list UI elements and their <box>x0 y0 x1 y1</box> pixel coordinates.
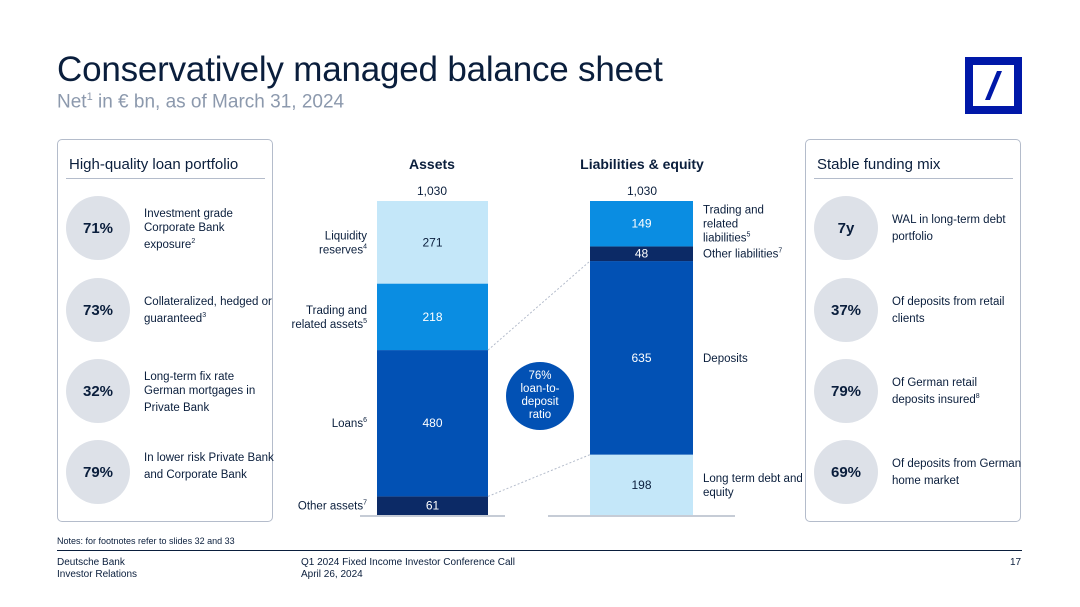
kpi-label: WAL in long-term debt portfolio <box>892 214 1006 243</box>
kpi-footnote: 3 <box>202 312 207 319</box>
kpi-text: WAL in long-term debt portfolio <box>892 213 1022 244</box>
liabilities-segment-value: 198 <box>631 478 651 492</box>
assets-segment-value: 61 <box>426 499 440 513</box>
assets-segment-label: Liquidity reserves4 <box>319 230 367 256</box>
loan-to-deposit-bubble <box>506 362 574 430</box>
page-number: 17 <box>1010 557 1022 568</box>
assets-segment-label: Loans6 <box>332 417 367 430</box>
kpi-value: 69% <box>814 440 878 504</box>
liabilities-segment-label: Long term debt and equity <box>703 473 803 499</box>
assets-bar-segment <box>377 201 488 284</box>
kpi-label: Of deposits from retail clients <box>892 296 1005 325</box>
kpi-item: 32% Long-term fix rate German mortgages … <box>66 359 266 425</box>
loan-to-deposit-label: 76% loan-to-deposit ratio <box>521 370 560 421</box>
kpi-text: Of German retail deposits insured8 <box>892 376 1022 407</box>
subtitle-net: Net <box>57 91 87 113</box>
loan-portfolio-title: High-quality loan portfolio <box>69 156 239 173</box>
assets-segment-value: 218 <box>422 310 442 324</box>
kpi-value: 71% <box>66 196 130 260</box>
kpi-item: 69% Of deposits from German home market <box>814 440 1021 506</box>
liabilities-bar-segment <box>590 246 693 262</box>
assets-segment-label: Trading and related assets5 <box>291 305 367 331</box>
kpi-label: Of German retail deposits insured <box>892 377 977 406</box>
kpi-text: Long-term fix rate German mortgages in P… <box>144 370 274 415</box>
subtitle-unit-date: in € bn, as of March 31, 2024 <box>92 91 345 113</box>
kpi-footnote: 8 <box>975 393 980 400</box>
connector-line-bottom <box>487 454 591 497</box>
page-title: Conservatively managed balance sheet <box>57 50 663 89</box>
panel-divider <box>814 178 1013 179</box>
liabilities-bar-segment <box>590 261 693 455</box>
page-subtitle: Net1 in € bn, as of March 31, 2024 <box>57 91 344 113</box>
kpi-item: 79% In lower risk Private Bank and Corpo… <box>66 440 274 506</box>
kpi-item: 37% Of deposits from retail clients <box>814 278 1014 344</box>
liabilities-segment-label: Trading and related liabilities5 <box>703 205 764 245</box>
kpi-footnote: 2 <box>191 238 196 245</box>
assets-bar-segment <box>377 283 488 351</box>
liabilities-segment-value: 149 <box>631 217 651 231</box>
loan-portfolio-panel: High-quality loan portfolio 71% Investme… <box>57 139 274 522</box>
kpi-text: Of deposits from German home market <box>892 457 1022 488</box>
connector-line-top <box>487 260 591 351</box>
kpi-value: 37% <box>814 278 878 342</box>
liabilities-total-label: 1,030 <box>627 184 657 198</box>
liabilities-bar-segment <box>590 201 693 247</box>
kpi-label: Long-term fix rate German mortgages in P… <box>144 371 256 414</box>
kpi-label: Of deposits from German home market <box>892 458 1022 487</box>
assets-bar-segment <box>377 350 488 497</box>
footer-department: Investor Relations <box>57 569 138 580</box>
liabilities-segment-label: Other liabilities7 <box>703 248 782 261</box>
footer-date: April 26, 2024 <box>301 569 363 580</box>
kpi-item: 79% Of German retail deposits insured8 <box>814 359 1014 425</box>
footer-company-name: Deutsche Bank <box>57 557 125 568</box>
subtitle-footnote: 1 <box>86 91 93 103</box>
assets-bar-title: Assets <box>409 156 455 172</box>
kpi-value: 32% <box>66 359 130 423</box>
kpi-text: Investment grade Corporate Bank exposure… <box>144 207 274 252</box>
kpi-label: Investment grade Corporate Bank exposure <box>144 208 233 251</box>
liabilities-bar-title: Liabilities & equity <box>580 156 704 172</box>
kpi-item: 71% Investment grade Corporate Bank expo… <box>66 196 266 262</box>
notes: Notes: for footnotes refer to slides 32 … <box>57 536 235 546</box>
kpi-item: 73% Collateralized, hedged or guaranteed… <box>66 278 272 344</box>
kpi-value: 7y <box>814 196 878 260</box>
deutsche-bank-logo <box>965 57 1022 114</box>
liabilities-bar-segment <box>590 454 693 515</box>
kpi-text: In lower risk Private Bank and Corporate… <box>144 451 274 482</box>
assets-segment-value: 480 <box>422 416 442 430</box>
footer-divider <box>57 550 1022 551</box>
kpi-text: Of deposits from retail clients <box>892 295 1022 326</box>
liabilities-segment-value: 635 <box>631 351 651 365</box>
assets-bar-segment <box>377 496 488 515</box>
kpi-label: Collateralized, hedged or guaranteed <box>144 296 272 325</box>
funding-mix-title: Stable funding mix <box>817 156 941 173</box>
assets-segment-label: Other assets7 <box>298 500 367 513</box>
assets-total-label: 1,030 <box>417 184 447 198</box>
logo-slash-icon <box>965 57 1022 114</box>
footer-event: Q1 2024 Fixed Income Investor Conference… <box>301 557 515 581</box>
kpi-value: 79% <box>66 440 130 504</box>
liabilities-segment-label: Deposits <box>703 353 748 365</box>
assets-segment-value: 271 <box>422 235 442 249</box>
kpi-text: Collateralized, hedged or guaranteed3 <box>144 295 274 326</box>
footer-event-name: Q1 2024 Fixed Income Investor Conference… <box>301 557 515 568</box>
funding-mix-panel: Stable funding mix 7y WAL in long-term d… <box>805 139 1021 522</box>
kpi-item: 7y WAL in long-term debt portfolio <box>814 196 1014 262</box>
liabilities-segment-value: 48 <box>635 247 649 261</box>
kpi-value: 73% <box>66 278 130 342</box>
kpi-value: 79% <box>814 359 878 423</box>
panel-divider <box>66 178 265 179</box>
footer-company: Deutsche Bank Investor Relations <box>57 557 137 581</box>
kpi-label: In lower risk Private Bank and Corporate… <box>144 452 274 481</box>
